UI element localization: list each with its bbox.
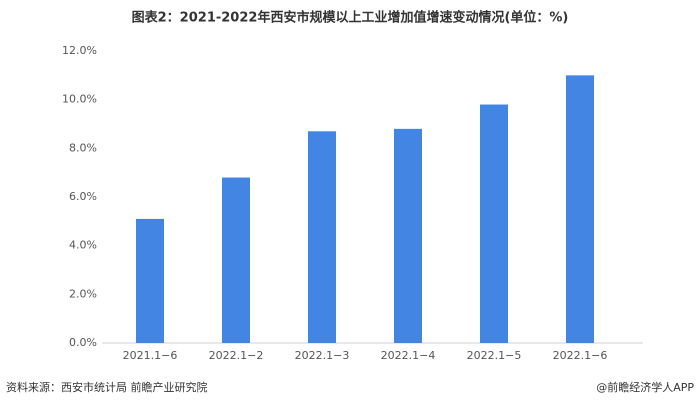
y-tick-label: 12.0%: [62, 44, 97, 57]
source: 资料来源：西安市统计局 前瞻产业研究院: [6, 380, 208, 394]
x-tick-label: 2022.1−2: [209, 349, 264, 362]
credit: @前瞻经济学人APP: [596, 380, 694, 394]
y-tick-label: 0.0%: [69, 336, 97, 349]
bar: [136, 218, 164, 343]
x-tick-label: 2021.1−6: [123, 349, 178, 362]
bar: [480, 104, 508, 344]
bar: [222, 177, 250, 343]
x-tick-label: 2022.1−4: [381, 349, 436, 362]
y-tick-label: 10.0%: [62, 93, 97, 106]
x-tick-label: 2022.1−3: [295, 349, 350, 362]
chart-title: 图表2：2021-2022年西安市规模以上工业增加值增速变动情况(单位：%): [132, 10, 569, 26]
y-tick-label: 8.0%: [69, 141, 97, 154]
bar: [566, 75, 594, 343]
bar: [394, 128, 422, 343]
y-tick-label: 4.0%: [69, 239, 97, 252]
y-tick-label: 6.0%: [69, 190, 97, 203]
x-tick-label: 2022.1−6: [553, 349, 608, 362]
bar: [308, 131, 336, 343]
y-tick-label: 2.0%: [69, 287, 97, 300]
x-tick-label: 2022.1−5: [467, 349, 522, 362]
